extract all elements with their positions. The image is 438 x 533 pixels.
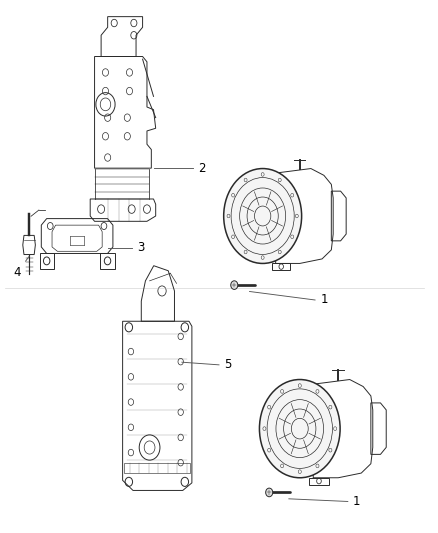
Circle shape: [224, 168, 302, 263]
Circle shape: [266, 488, 273, 497]
Circle shape: [231, 281, 238, 289]
Circle shape: [259, 379, 340, 478]
Text: 1: 1: [320, 294, 328, 306]
Text: 5: 5: [224, 358, 232, 372]
Text: 1: 1: [353, 495, 360, 508]
Text: 4: 4: [13, 266, 21, 279]
Text: 2: 2: [198, 161, 205, 175]
Text: 3: 3: [137, 241, 144, 254]
